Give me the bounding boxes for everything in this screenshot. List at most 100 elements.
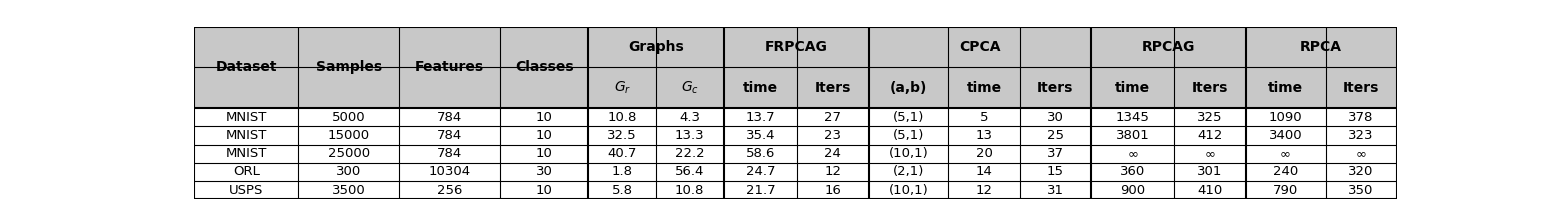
Bar xyxy=(1175,67,1246,108)
Bar xyxy=(500,144,588,163)
Bar xyxy=(1020,108,1091,126)
Bar xyxy=(1091,163,1175,181)
Text: (5,1): (5,1) xyxy=(892,111,923,124)
Text: 325: 325 xyxy=(1197,111,1223,124)
Bar xyxy=(588,181,656,199)
Text: time: time xyxy=(1268,81,1304,95)
Bar xyxy=(798,126,869,144)
Text: (5,1): (5,1) xyxy=(892,129,923,142)
Text: Features: Features xyxy=(414,60,484,74)
Text: (10,1): (10,1) xyxy=(889,147,928,160)
Text: ∞: ∞ xyxy=(1280,147,1291,160)
Text: 3801: 3801 xyxy=(1116,129,1150,142)
Bar xyxy=(1325,67,1397,108)
Text: 58.6: 58.6 xyxy=(745,147,774,160)
Text: 13.3: 13.3 xyxy=(675,129,705,142)
Text: ∞: ∞ xyxy=(1355,147,1367,160)
Bar xyxy=(500,163,588,181)
Bar xyxy=(588,144,656,163)
Text: ∞: ∞ xyxy=(1204,147,1215,160)
Text: 25: 25 xyxy=(1046,129,1063,142)
Bar xyxy=(194,126,298,144)
Bar xyxy=(1246,144,1325,163)
Text: 412: 412 xyxy=(1197,129,1223,142)
Text: 40.7: 40.7 xyxy=(607,147,636,160)
Text: 410: 410 xyxy=(1198,184,1223,197)
Text: 3500: 3500 xyxy=(332,184,366,197)
Bar xyxy=(869,144,948,163)
Text: USPS: USPS xyxy=(230,184,264,197)
Text: ORL: ORL xyxy=(233,166,259,179)
Bar xyxy=(1091,144,1175,163)
Bar xyxy=(656,181,723,199)
Bar xyxy=(723,163,798,181)
Text: 5: 5 xyxy=(979,111,989,124)
Text: 1090: 1090 xyxy=(1270,111,1302,124)
Text: 784: 784 xyxy=(438,111,462,124)
Bar xyxy=(298,108,399,126)
Text: (2,1): (2,1) xyxy=(892,166,923,179)
Bar xyxy=(399,126,500,144)
Text: 15000: 15000 xyxy=(327,129,369,142)
Bar xyxy=(948,181,1020,199)
Bar xyxy=(399,144,500,163)
Bar xyxy=(723,144,798,163)
Bar xyxy=(500,108,588,126)
Bar xyxy=(723,67,798,108)
Bar xyxy=(948,67,1020,108)
Bar xyxy=(1325,181,1397,199)
Text: ∞: ∞ xyxy=(1127,147,1138,160)
Bar xyxy=(194,181,298,199)
Bar xyxy=(500,126,588,144)
Bar xyxy=(588,108,656,126)
Bar xyxy=(1246,126,1325,144)
Bar xyxy=(948,108,1020,126)
Bar xyxy=(1246,181,1325,199)
Bar xyxy=(399,27,500,108)
Text: 350: 350 xyxy=(1349,184,1374,197)
Bar xyxy=(1246,67,1325,108)
Text: 1345: 1345 xyxy=(1116,111,1150,124)
Text: 10: 10 xyxy=(535,129,553,142)
Text: 10: 10 xyxy=(535,184,553,197)
Bar xyxy=(869,108,948,126)
Text: Iters: Iters xyxy=(1037,81,1074,95)
Text: 300: 300 xyxy=(337,166,362,179)
Bar xyxy=(1325,144,1397,163)
Text: FRPCAG: FRPCAG xyxy=(765,40,827,54)
Bar xyxy=(869,163,948,181)
Text: CPCA: CPCA xyxy=(959,40,1001,54)
Bar xyxy=(500,27,588,108)
Bar xyxy=(1091,181,1175,199)
Text: 360: 360 xyxy=(1121,166,1145,179)
Text: (10,1): (10,1) xyxy=(889,184,928,197)
Bar xyxy=(656,108,723,126)
Bar xyxy=(500,181,588,199)
Text: 25000: 25000 xyxy=(327,147,369,160)
Text: 320: 320 xyxy=(1349,166,1374,179)
Text: RPCAG: RPCAG xyxy=(1142,40,1195,54)
Bar xyxy=(399,108,500,126)
Text: time: time xyxy=(743,81,778,95)
Bar xyxy=(869,126,948,144)
Bar xyxy=(1175,144,1246,163)
Text: 12: 12 xyxy=(976,184,992,197)
Bar xyxy=(869,67,948,108)
Bar xyxy=(1020,144,1091,163)
Bar xyxy=(656,163,723,181)
Bar xyxy=(194,163,298,181)
Bar xyxy=(194,108,298,126)
Bar xyxy=(948,126,1020,144)
Text: MNIST: MNIST xyxy=(225,147,267,160)
Text: MNIST: MNIST xyxy=(225,129,267,142)
Text: 30: 30 xyxy=(1046,111,1063,124)
Text: RPCA: RPCA xyxy=(1301,40,1342,54)
Bar xyxy=(588,27,723,67)
Bar xyxy=(1246,27,1397,67)
Text: 1.8: 1.8 xyxy=(611,166,633,179)
Text: 784: 784 xyxy=(438,129,462,142)
Bar xyxy=(1175,163,1246,181)
Text: $G_c$: $G_c$ xyxy=(681,80,698,96)
Bar xyxy=(194,144,298,163)
Bar xyxy=(1091,27,1246,67)
